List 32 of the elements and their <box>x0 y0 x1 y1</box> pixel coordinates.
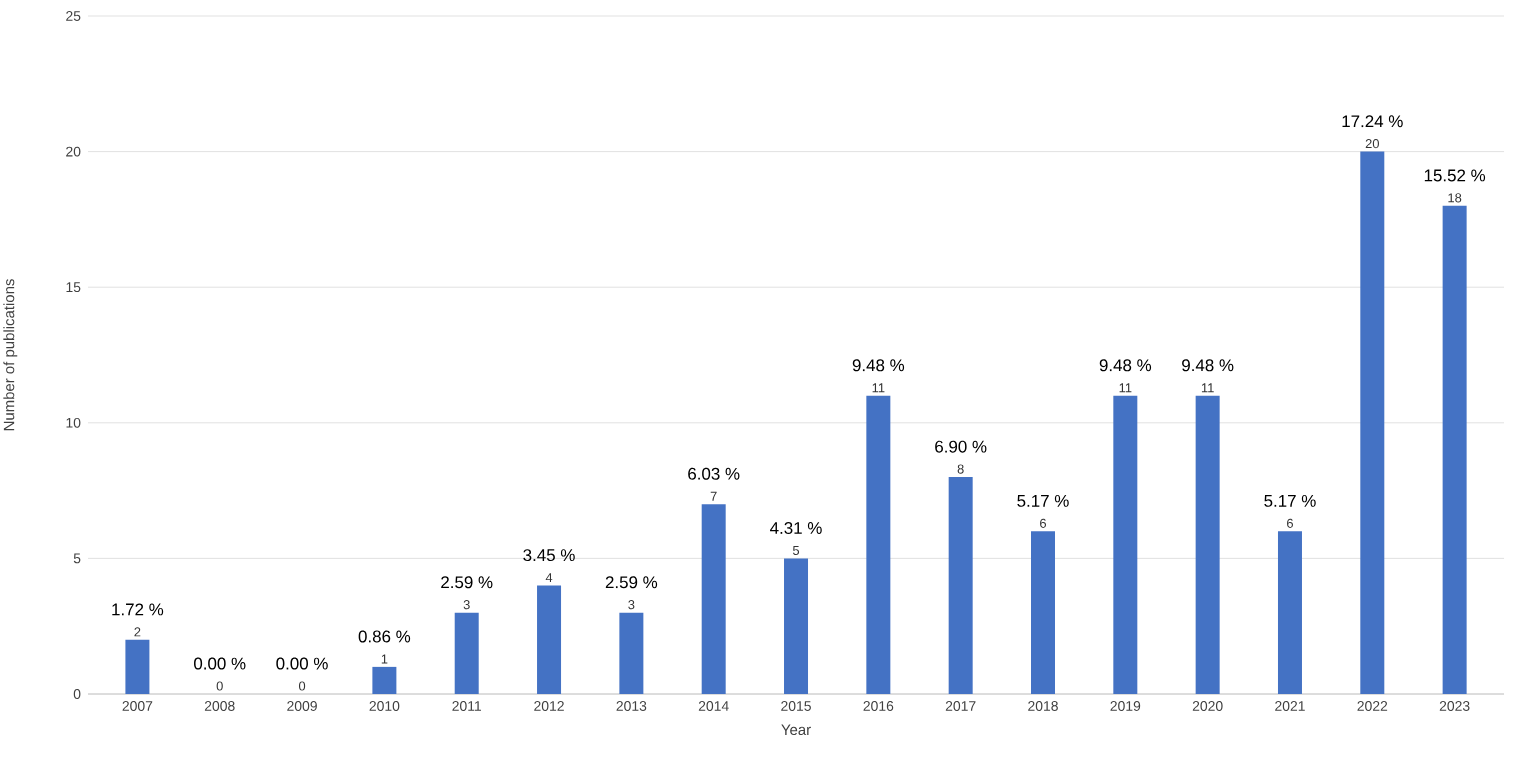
annotation: 1.72 % <box>112 603 164 616</box>
bar <box>1442 205 1467 694</box>
annotation: 0.00 % <box>194 657 246 670</box>
bar <box>866 395 891 694</box>
annotation: 4.31 % <box>770 522 822 534</box>
bar <box>948 477 973 694</box>
bar <box>454 612 479 694</box>
annotation: 6.90 % <box>935 440 987 453</box>
annotation: 5.17 % <box>1017 494 1069 507</box>
annotation: 6.03 % <box>688 467 740 480</box>
annotation: 9.48 % <box>1099 359 1152 372</box>
bar <box>1360 151 1385 694</box>
annotation: 2.59 % <box>605 576 658 589</box>
bar <box>619 612 644 694</box>
bar <box>701 504 726 694</box>
bar <box>1195 395 1220 694</box>
bar <box>784 558 809 694</box>
annotation: 0.00 % <box>276 657 328 670</box>
bar <box>125 639 150 694</box>
bar <box>372 666 397 694</box>
annotation: 5.17 % <box>1264 494 1316 507</box>
annotation: 2.59 % <box>441 576 493 589</box>
bar <box>1031 531 1055 694</box>
annotation: 3.45 % <box>523 549 575 562</box>
bar <box>1113 395 1138 694</box>
bar <box>1277 531 1302 694</box>
bar <box>537 585 562 694</box>
annotation: 0.86 % <box>358 630 411 643</box>
annotation: 9.48 % <box>852 359 905 372</box>
annotation: 9.48 % <box>1182 359 1234 372</box>
annotation: 17.24 % <box>1342 115 1403 128</box>
annotation: 15.52 % <box>1424 169 1486 182</box>
